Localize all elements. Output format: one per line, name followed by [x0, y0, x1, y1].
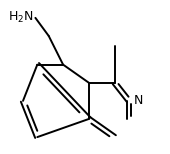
Text: N: N: [134, 94, 143, 107]
Text: H$_2$N: H$_2$N: [8, 10, 33, 25]
